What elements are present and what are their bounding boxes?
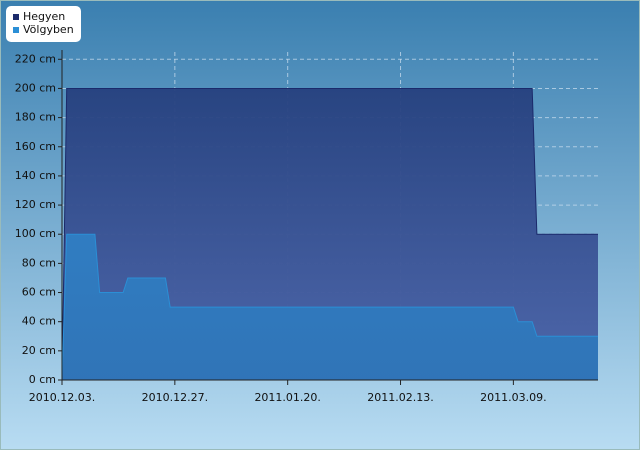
legend-label: Hegyen bbox=[23, 10, 65, 23]
x-tick-label: 2010.12.03. bbox=[29, 391, 95, 404]
legend-swatch bbox=[13, 27, 19, 33]
y-tick-label: 0 cm bbox=[29, 373, 56, 386]
legend-label: Völgyben bbox=[23, 23, 74, 36]
area-line bbox=[61, 233, 598, 381]
y-tick-label: 200 cm bbox=[15, 81, 56, 94]
legend-box bbox=[6, 6, 81, 42]
y-tick-label: 180 cm bbox=[15, 111, 56, 124]
area-line bbox=[61, 87, 598, 381]
y-tick-label: 220 cm bbox=[15, 52, 56, 65]
y-tick-label: 140 cm bbox=[15, 169, 56, 182]
x-tick-label: 2011.01.20. bbox=[254, 391, 320, 404]
legend-swatch bbox=[13, 14, 19, 20]
y-tick-label: 120 cm bbox=[15, 198, 56, 211]
y-tick-label: 80 cm bbox=[22, 256, 56, 269]
y-tick-label: 60 cm bbox=[22, 286, 56, 299]
y-tick-label: 160 cm bbox=[15, 140, 56, 153]
y-tick-label: 100 cm bbox=[15, 227, 56, 240]
y-tick-label: 20 cm bbox=[22, 344, 56, 357]
x-tick-label: 2010.12.27. bbox=[142, 391, 208, 404]
x-tick-label: 2011.03.09. bbox=[480, 391, 546, 404]
x-tick-label: 2011.02.13. bbox=[367, 391, 433, 404]
y-tick-label: 40 cm bbox=[22, 315, 56, 328]
